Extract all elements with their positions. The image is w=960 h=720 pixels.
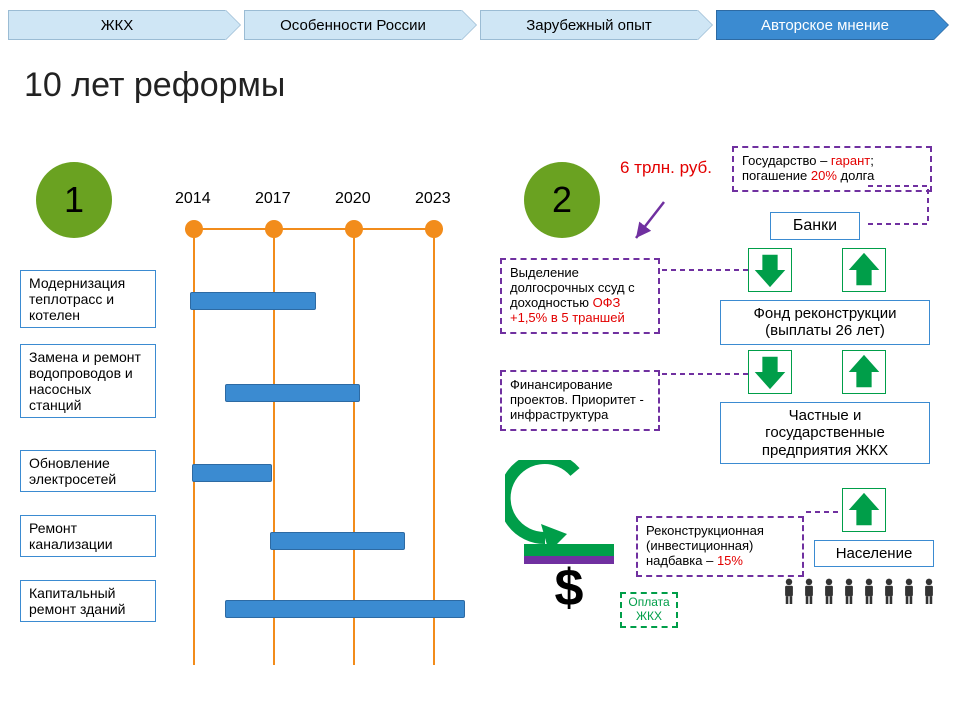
banks-box: Банки: [770, 212, 860, 240]
arrow-up-icon: [842, 488, 886, 532]
population-box: Население: [814, 540, 934, 567]
arrow-down-icon: [748, 248, 792, 292]
tab-author-opinion[interactable]: Авторское мнение: [716, 10, 934, 40]
financing-box: Финансирование проектов. Приоритет - инф…: [500, 370, 660, 431]
dollar-block: $: [524, 544, 614, 614]
tab-zhkkh[interactable]: ЖКХ: [8, 10, 226, 40]
connector: [806, 510, 842, 514]
arrow-up-icon: [842, 350, 886, 394]
breadcrumb-tabs: ЖКХ Особенности России Зарубежный опыт А…: [0, 0, 960, 40]
year-label: 2023: [415, 190, 451, 208]
diagram-canvas: 1 2014 2017 2020 2023 Модернизация тепло…: [0, 140, 960, 715]
task-box: Модернизация теплотрасс и котелен: [20, 270, 156, 328]
year-label: 2014: [175, 190, 211, 208]
page-title: 10 лет реформы: [24, 66, 936, 105]
fund-box: Фонд реконструкции (выплаты 26 лет): [720, 300, 930, 345]
task-box: Обновление электросетей: [20, 450, 156, 492]
surcharge-box: Реконструкционная (инвестиционная) надба…: [636, 516, 804, 577]
year-label: 2017: [255, 190, 291, 208]
enterprises-box: Частные и государственные предприятия ЖК…: [720, 402, 930, 464]
task-box: Капитальный ремонт зданий: [20, 580, 156, 622]
connector: [864, 184, 936, 230]
curved-arrow-icon: [505, 460, 605, 550]
tab-foreign-experience[interactable]: Зарубежный опыт: [480, 10, 698, 40]
gantt-bar: [190, 292, 316, 310]
gantt-bar: [225, 384, 360, 402]
gantt-bar: [192, 464, 272, 482]
connector: [662, 268, 748, 272]
section-badge-1: 1: [36, 162, 112, 238]
tab-russia-features[interactable]: Особенности России: [244, 10, 462, 40]
arrow-down-icon: [748, 350, 792, 394]
gantt-bar: [225, 600, 465, 618]
timeline-line: [185, 228, 443, 230]
task-box: Замена и ремонт водопроводов и насосных …: [20, 344, 156, 418]
loans-box: Выделение долгосрочных ссуд с доходность…: [500, 258, 660, 334]
year-label: 2020: [335, 190, 371, 208]
task-box: Ремонт канализации: [20, 515, 156, 557]
gantt-bar: [270, 532, 405, 550]
arrow-up-icon: [842, 248, 886, 292]
pay-util-label: Оплата ЖКХ: [620, 592, 678, 628]
arrow-icon: [624, 198, 684, 248]
connector: [662, 372, 748, 376]
people-icon-row: [782, 578, 936, 604]
budget-label: 6 трлн. руб.: [620, 158, 712, 178]
section-badge-2: 2: [524, 162, 600, 238]
